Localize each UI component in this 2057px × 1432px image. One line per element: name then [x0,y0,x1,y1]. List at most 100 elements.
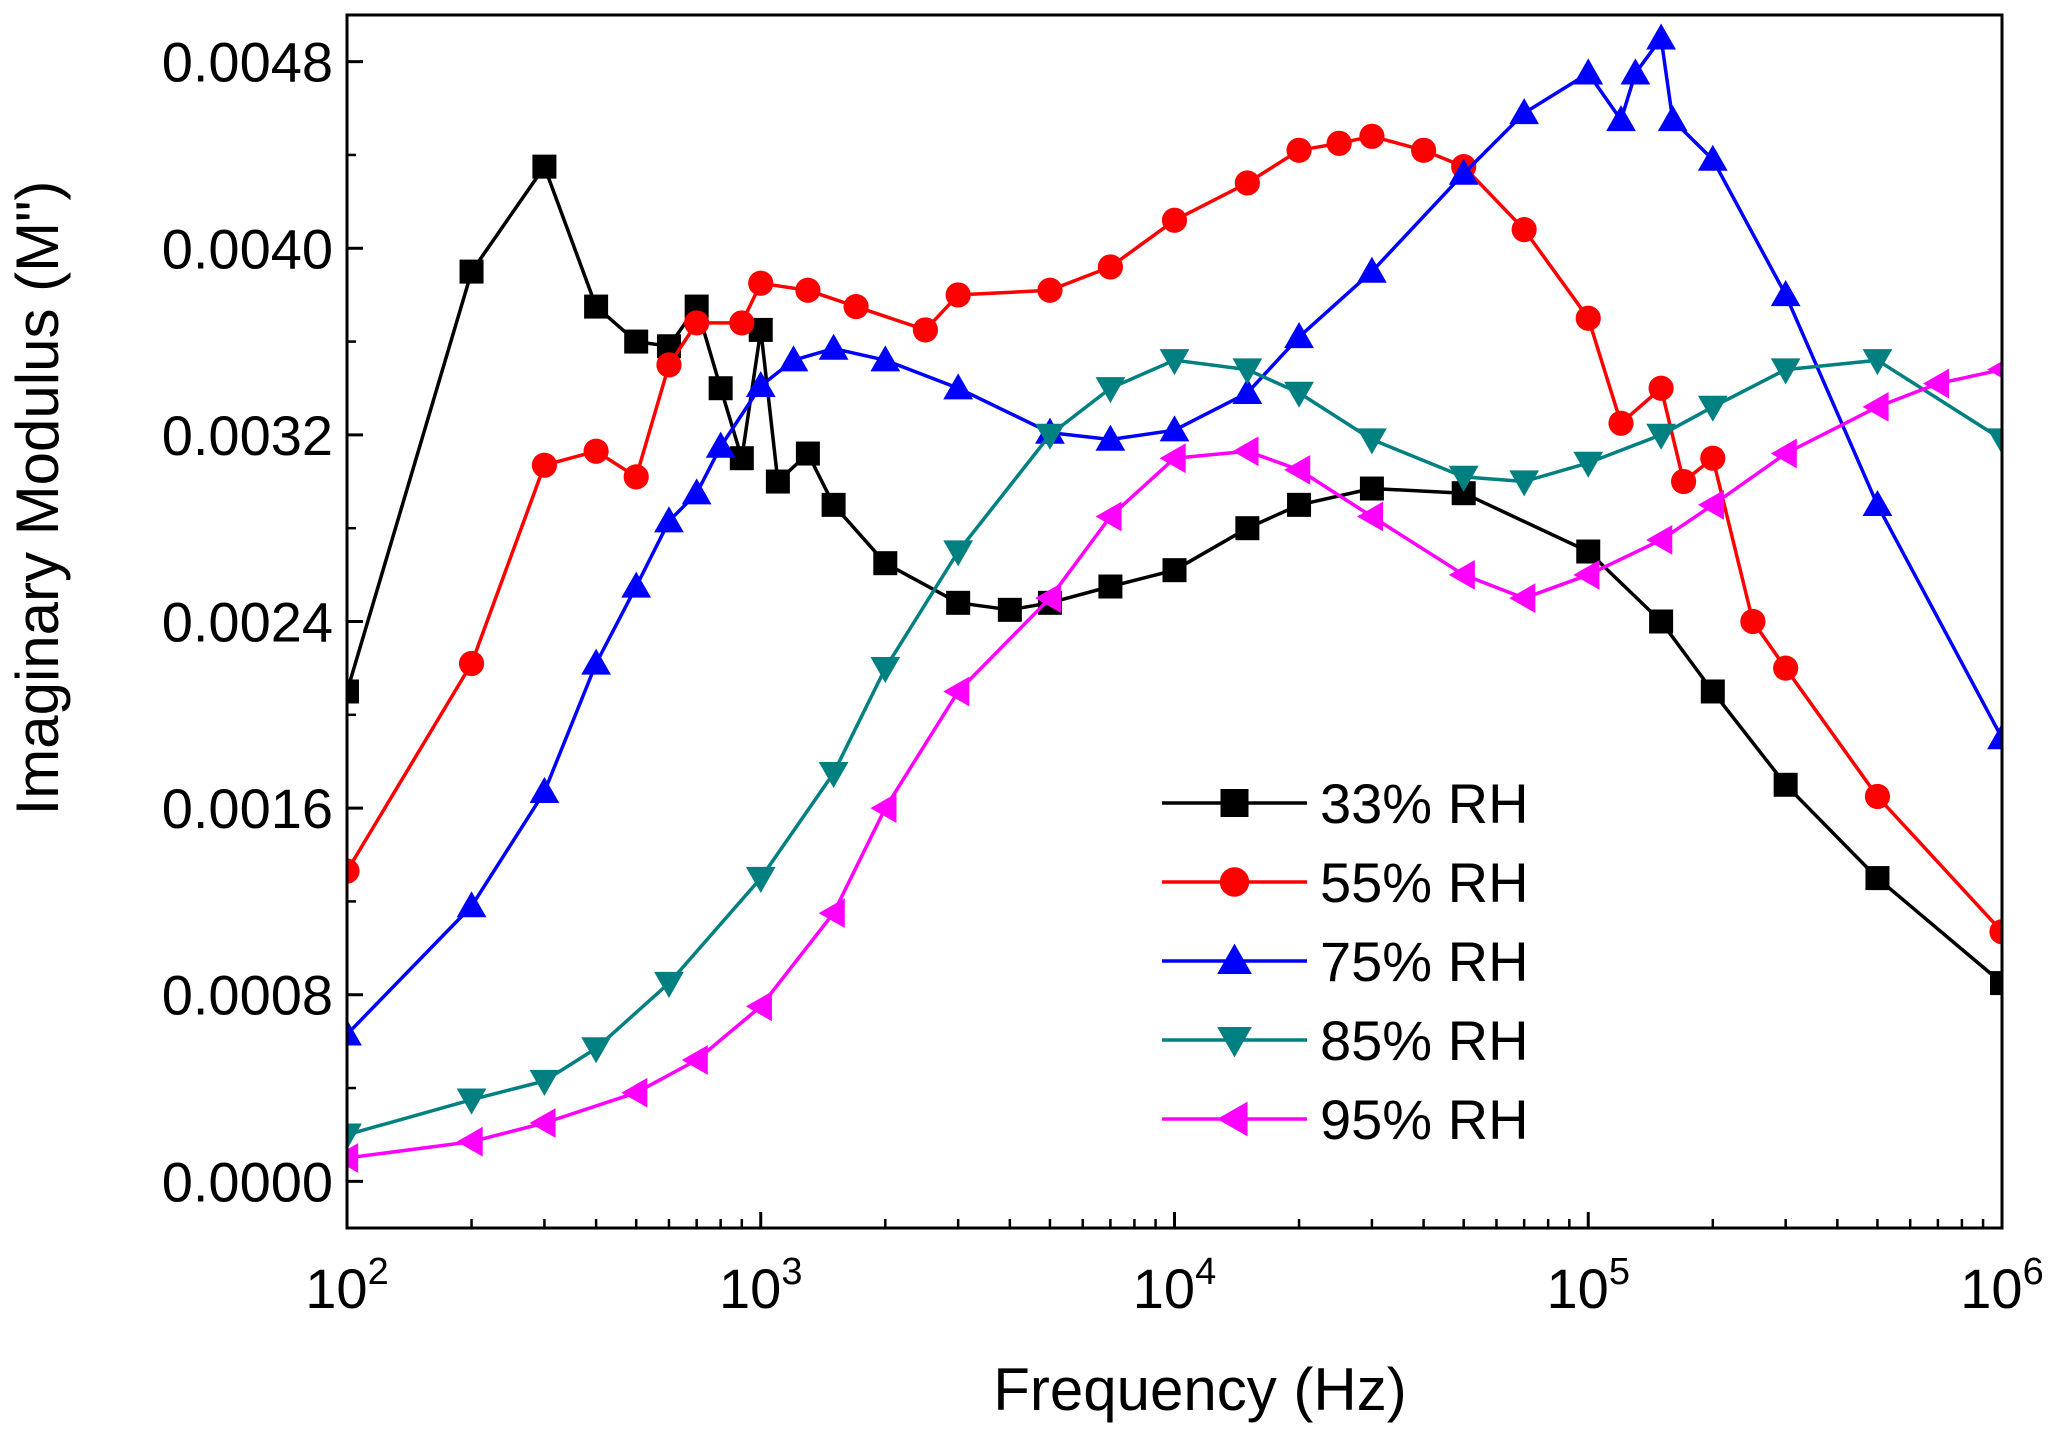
legend-marker [1217,1026,1252,1058]
legend-label: 55% RH [1320,851,1529,914]
data-point [581,1037,611,1064]
data-point [1773,655,1799,681]
data-point [870,793,897,823]
data-point [1098,574,1123,599]
legend-label: 33% RH [1320,772,1529,835]
data-point [1159,443,1186,474]
legend-item: 33% RH [1162,772,1529,835]
data-point [795,277,821,303]
data-point [745,371,776,398]
data-point [1864,783,1891,810]
data-point [347,858,360,884]
data-point [621,571,652,598]
data-point [843,293,869,320]
data-point [347,1123,362,1150]
data-point [1620,58,1651,85]
legend-label: 85% RH [1320,1009,1529,1072]
series-1 [347,123,2002,945]
data-point [729,446,754,471]
data-point [1357,428,1387,455]
data-point [943,373,974,400]
data-point [1697,489,1724,520]
data-point [1573,559,1600,590]
data-point [818,761,849,789]
data-point [1448,559,1475,590]
y-axis-title: Imaginary Modulus (M") [4,181,71,816]
data-point [945,282,971,308]
data-point [745,991,772,1022]
data-point [1509,470,1540,497]
data-point [778,345,809,372]
x-tick-label: 104 [1133,1251,1216,1320]
legend-item: 75% RH [1162,930,1529,993]
series-0 [347,154,2002,996]
data-point [1448,158,1479,185]
data-point [1511,217,1537,243]
data-point [681,1045,708,1075]
data-point [1287,492,1312,517]
x-tick-label: 103 [719,1251,802,1320]
data-point [946,590,971,615]
data-point [708,376,733,401]
data-point [1923,368,1950,399]
data-point [1509,98,1540,125]
data-point [459,259,484,284]
data-point [997,597,1022,622]
data-point [1448,465,1479,492]
y-tick-label: 0.0024 [162,591,333,654]
data-point [1232,358,1263,385]
data-point [1234,170,1260,196]
data-point [656,352,682,378]
legend-item: 95% RH [1162,1088,1529,1151]
data-point [1862,392,1889,422]
data-point [347,1019,362,1046]
x-axis-title: Frequency (Hz) [993,1356,1406,1423]
x-tick-label: 106 [1960,1251,2043,1320]
data-point [1097,254,1124,280]
legend-item: 85% RH [1162,1009,1529,1072]
data-point [1606,105,1636,132]
data-point [1865,866,1890,891]
data-point [681,478,712,505]
data-point [1035,423,1065,450]
y-tick-label: 0.0032 [162,404,333,467]
data-point [1095,424,1126,451]
data-point [1357,501,1384,532]
y-tick-label: 0.0000 [162,1150,333,1213]
data-point [347,1143,359,1173]
data-point [624,329,649,354]
data-point [1095,501,1122,532]
data-point [1232,378,1263,405]
data-point [729,310,755,336]
data-point [1159,415,1190,442]
data-point [1987,361,2002,379]
data-point [1770,358,1801,385]
data-point [1232,436,1259,467]
data-point [456,1126,483,1157]
data-point [1987,428,2002,455]
data-point [1509,583,1536,614]
data-point [347,679,359,704]
data-point [456,1088,487,1115]
data-point [1161,207,1188,233]
legend-label: 75% RH [1320,930,1529,993]
data-point [745,866,776,893]
data-point [1411,137,1437,163]
data-point [1646,423,1676,450]
data-point [1700,445,1726,471]
data-point [1648,375,1674,401]
data-point [1862,349,1893,376]
legend-label: 95% RH [1320,1088,1529,1151]
data-point [1990,971,2002,996]
series-line [347,367,2002,1160]
x-tick-label: 102 [305,1251,388,1320]
data-point [532,154,557,179]
data-point [1159,349,1190,376]
data-point [765,469,790,494]
data-point [912,317,938,343]
data-point [1035,583,1062,614]
data-point [1670,468,1697,495]
data-point [1284,322,1314,349]
series-4 [347,361,2002,1173]
